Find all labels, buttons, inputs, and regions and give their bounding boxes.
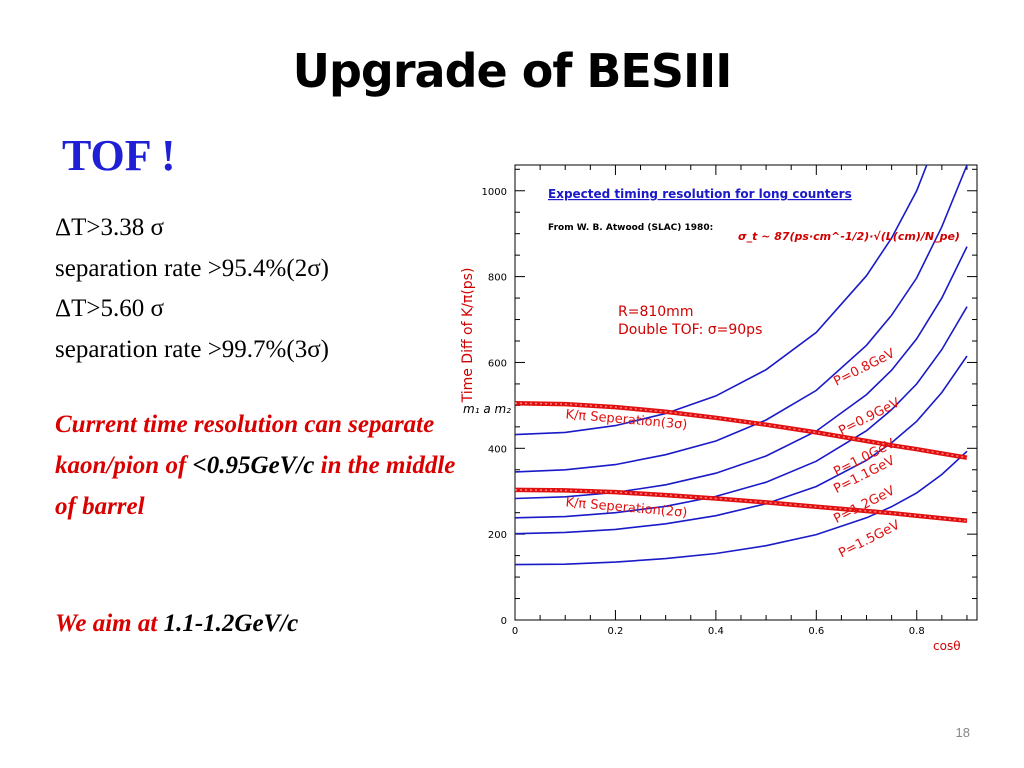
momentum-curve bbox=[515, 450, 968, 566]
plot-frame bbox=[514, 164, 978, 621]
series-label: P=0.9GeV bbox=[836, 395, 902, 439]
y-tick-label: 1000 bbox=[482, 187, 507, 198]
stat-line: ΔT>3.38 σ bbox=[55, 214, 164, 241]
y-tick-label: 400 bbox=[488, 444, 507, 455]
slide-title: Upgrade of BESIII bbox=[292, 44, 733, 98]
separation-label: K/π Seperation(2σ) bbox=[565, 495, 688, 521]
y-tick-label: 200 bbox=[488, 530, 507, 541]
x-tick-label: 0.2 bbox=[607, 626, 623, 637]
y-axis-label: Time Diff of K/π(ps) bbox=[460, 268, 476, 404]
momentum-curve bbox=[515, 246, 968, 500]
stat-line: separation rate >95.4%(2σ) bbox=[55, 254, 329, 282]
x-tick-label: 0 bbox=[512, 626, 518, 637]
aim-text: We aim at bbox=[55, 610, 164, 637]
stat-line: ΔT>5.60 σ bbox=[55, 295, 164, 322]
stats-block: ΔT>3.38 σ separation rate >95.4%(2σ) ΔT>… bbox=[55, 208, 329, 370]
aim-momentum: 1.1-1.2GeV/c bbox=[163, 610, 299, 637]
momentum-curve bbox=[515, 306, 968, 519]
x-tick-label: 0.6 bbox=[808, 626, 824, 637]
x-tick-label: 0.4 bbox=[708, 626, 724, 637]
note-text: Current time resolution can separate kao… bbox=[55, 411, 435, 479]
chart-annotation-tof: Double TOF: σ=90ps bbox=[618, 322, 762, 338]
momentum-curve bbox=[515, 165, 968, 473]
page-number: 18 bbox=[955, 725, 970, 740]
chart-title: Expected timing resolution for long coun… bbox=[548, 187, 852, 201]
slide-subtitle: TOF ! bbox=[62, 131, 176, 180]
momentum-curve bbox=[515, 165, 928, 436]
y-tick-label: 0 bbox=[501, 616, 507, 627]
resolution-note: Current time resolution can separate kao… bbox=[55, 404, 475, 527]
stat-line: separation rate >99.7%(3σ) bbox=[55, 335, 329, 363]
y-tick-label: 600 bbox=[488, 358, 507, 369]
x-tick-label: 0.8 bbox=[909, 626, 925, 637]
chart-annotation-radius: R=810mm bbox=[618, 304, 693, 320]
note-text-end: in the middle of barrel bbox=[55, 452, 456, 520]
separation-line bbox=[515, 400, 968, 460]
y-axis-fragment: m₁ a m₂ bbox=[463, 402, 511, 416]
chart-formula: σ_t ~ 87(ps·cm^-1/2)·√(L(cm)/N_pe) bbox=[738, 230, 960, 243]
aim-note: We aim at 1.1-1.2GeV/c bbox=[55, 610, 298, 638]
y-tick-label: 800 bbox=[488, 273, 507, 284]
x-axis-label: cosθ bbox=[933, 639, 961, 653]
separation-line-texture bbox=[515, 489, 968, 522]
momentum-curve bbox=[515, 355, 968, 535]
chart-source: From W. B. Atwood (SLAC) 1980: bbox=[548, 223, 713, 233]
note-momentum: <0.95GeV/c bbox=[192, 452, 315, 479]
